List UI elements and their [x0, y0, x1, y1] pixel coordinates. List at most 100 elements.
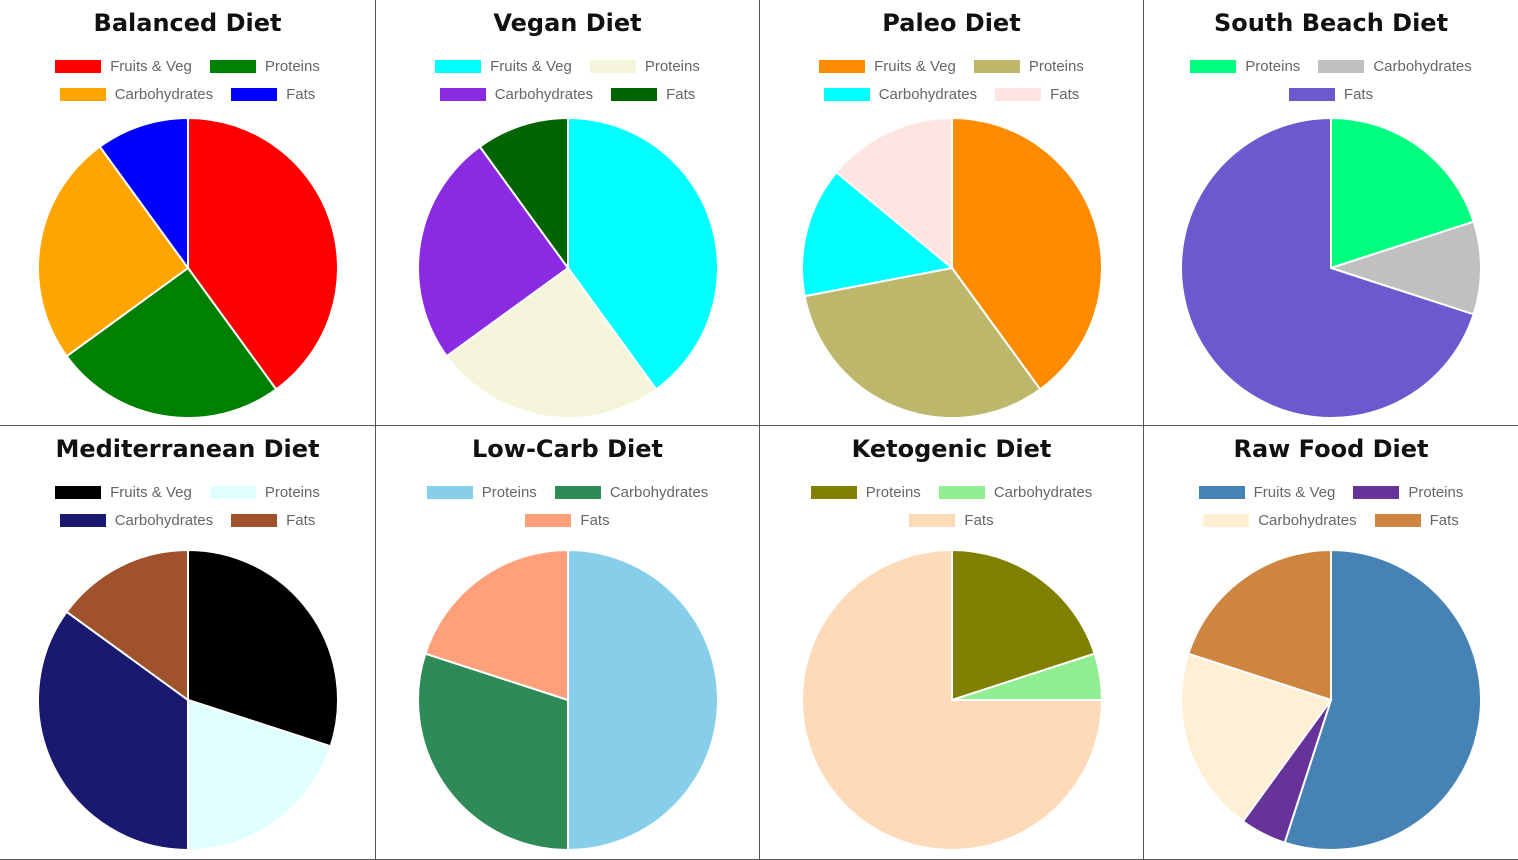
- pie-chart: [417, 548, 719, 852]
- legend-swatch: [554, 485, 601, 499]
- pie-chart: [37, 116, 339, 419]
- legend-label: Fats: [1343, 85, 1374, 103]
- legend-item-proteins[interactable]: Proteins: [589, 56, 700, 76]
- pie-chart: [37, 548, 339, 852]
- legend-label: Fats: [286, 511, 316, 529]
- pie-slice-carbohydrates[interactable]: [1180, 652, 1333, 823]
- pie-slice-fats[interactable]: [98, 116, 189, 272]
- legend-label: Fruits & Veg: [110, 57, 192, 75]
- chart-title: Mediterranean Diet: [55, 435, 320, 463]
- pie-slice-fats[interactable]: [1180, 116, 1475, 419]
- legend-swatch: [209, 485, 256, 499]
- pie-slice-proteins[interactable]: [187, 698, 332, 852]
- chart-title: Paleo Diet: [882, 9, 1021, 37]
- chart-panel-mediterranean-diet: Mediterranean Diet Fruits & Veg Proteins Ca…: [0, 426, 376, 860]
- pie-slice-fruits-and-veg[interactable]: [187, 548, 339, 748]
- legend-item-fats[interactable]: Fats: [231, 84, 315, 104]
- chart-panel-vegan-diet: Vegan Diet Fruits & Veg Proteins Carbohydra…: [376, 0, 760, 426]
- pie-slice-proteins[interactable]: [567, 548, 719, 852]
- pie-slice-fruits-and-veg[interactable]: [1283, 548, 1482, 851]
- pie-chart: [1180, 548, 1482, 851]
- pie-slice-proteins[interactable]: [1330, 116, 1475, 270]
- chart-panel-ketogenic-diet: Ketogenic Diet Proteins Carbohydrates Fats: [760, 426, 1144, 860]
- legend-item-carbohydrates[interactable]: Carbohydrates: [1203, 510, 1357, 530]
- legend-item-proteins[interactable]: Proteins: [426, 482, 537, 502]
- legend-item-proteins[interactable]: Proteins: [973, 56, 1084, 76]
- pie-slice-fruits-and-veg[interactable]: [187, 116, 339, 391]
- legend-item-carbohydrates[interactable]: Carbohydrates: [554, 482, 708, 502]
- pie-slice-fats[interactable]: [835, 116, 953, 271]
- chart-legend: Fruits & Veg Proteins Carbohydrates Fats: [768, 56, 1135, 104]
- pie-chart: [1180, 116, 1483, 419]
- legend-label: Fruits & Veg: [110, 483, 192, 501]
- chart-legend: Proteins Carbohydrates Fats: [768, 482, 1135, 530]
- legend-item-fats[interactable]: Fats: [525, 510, 610, 530]
- chart-legend: Fruits & Veg Proteins Carbohydrates Fats: [8, 482, 367, 530]
- pie-slice-fats[interactable]: [424, 548, 569, 702]
- legend-item-proteins[interactable]: Proteins: [1353, 482, 1463, 502]
- legend-item-proteins[interactable]: Proteins: [209, 56, 320, 76]
- legend-item-fats[interactable]: Fats: [995, 84, 1079, 104]
- pie-slice-carbohydrates[interactable]: [801, 170, 955, 298]
- legend-swatch: [426, 485, 473, 499]
- legend-swatch: [1318, 59, 1365, 73]
- chart-legend: Fruits & Veg Proteins Carbohydrates Fats: [384, 56, 751, 104]
- legend-swatch: [231, 87, 278, 101]
- legend-item-fats[interactable]: Fats: [909, 510, 994, 530]
- legend-label: Proteins: [264, 57, 320, 75]
- legend-item-proteins[interactable]: Proteins: [810, 482, 921, 502]
- legend-swatch: [1288, 87, 1335, 101]
- legend-label: Carbohydrates: [114, 85, 214, 103]
- legend-swatch: [525, 513, 572, 527]
- pie-slice-fats[interactable]: [801, 548, 1104, 851]
- legend-item-carbohydrates[interactable]: Carbohydrates: [439, 84, 593, 104]
- pie-slice-fruits-and-veg[interactable]: [951, 116, 1103, 391]
- pie-slice-carbohydrates[interactable]: [417, 652, 569, 852]
- legend-swatch: [611, 87, 658, 101]
- legend-item-carbohydrates[interactable]: Carbohydrates: [59, 84, 214, 104]
- pie-slice-fats[interactable]: [478, 116, 569, 272]
- legend-item-fats[interactable]: Fats: [1374, 510, 1459, 530]
- pie-slice-proteins[interactable]: [951, 548, 1096, 702]
- legend-item-fats[interactable]: Fats: [611, 84, 695, 104]
- legend-item-fruits-and-veg[interactable]: Fruits & Veg: [1198, 482, 1335, 502]
- legend-label: Proteins: [644, 57, 700, 75]
- chart-title: Ketogenic Diet: [851, 435, 1052, 463]
- legend-swatch: [973, 59, 1020, 73]
- legend-item-carbohydrates[interactable]: Carbohydrates: [1318, 56, 1472, 76]
- legend-swatch: [439, 87, 486, 101]
- pie-slice-fats[interactable]: [65, 548, 189, 702]
- legend-item-carbohydrates[interactable]: Carbohydrates: [59, 510, 213, 530]
- legend-item-proteins[interactable]: Proteins: [209, 482, 320, 502]
- legend-label: Carbohydrates: [1258, 511, 1357, 529]
- legend-swatch: [819, 59, 866, 73]
- chart-panel-low-carb-diet: Low-Carb Diet Proteins Carbohydrates Fats: [376, 426, 760, 860]
- legend-swatch: [55, 485, 102, 499]
- legend-item-proteins[interactable]: Proteins: [1190, 56, 1300, 76]
- legend-item-carbohydrates[interactable]: Carbohydrates: [823, 84, 977, 104]
- pie-chart: [801, 116, 1103, 419]
- legend-item-fruits-and-veg[interactable]: Fruits & Veg: [819, 56, 956, 76]
- pie-slice-proteins[interactable]: [65, 266, 278, 419]
- pie-slice-proteins[interactable]: [445, 266, 658, 419]
- pie-slice-carbohydrates[interactable]: [417, 145, 570, 358]
- legend-item-fruits-and-veg[interactable]: Fruits & Veg: [55, 482, 192, 502]
- legend-label: Proteins: [1028, 57, 1084, 75]
- legend-item-carbohydrates[interactable]: Carbohydrates: [938, 482, 1092, 502]
- legend-item-fats[interactable]: Fats: [231, 510, 315, 530]
- pie-slice-fruits-and-veg[interactable]: [567, 116, 719, 391]
- chart-panel-raw-food-diet: Raw Food Diet Fruits & Veg Proteins Carbohy…: [1144, 426, 1518, 860]
- legend-swatch: [209, 59, 256, 73]
- pie-slice-proteins[interactable]: [803, 266, 1042, 419]
- chart-title: Low-Carb Diet: [472, 435, 663, 463]
- legend-item-fruits-and-veg[interactable]: Fruits & Veg: [55, 56, 192, 76]
- pie-slice-carbohydrates[interactable]: [37, 145, 190, 358]
- legend-label: Proteins: [1245, 57, 1301, 75]
- legend-item-fats[interactable]: Fats: [1288, 84, 1374, 104]
- pie-slice-carbohydrates[interactable]: [37, 610, 189, 852]
- pie-slice-fats[interactable]: [1187, 548, 1332, 702]
- legend-label: Fats: [1050, 85, 1080, 103]
- legend-item-fruits-and-veg[interactable]: Fruits & Veg: [435, 56, 572, 76]
- legend-swatch: [435, 59, 482, 73]
- pie-slice-carbohydrates[interactable]: [1327, 220, 1483, 316]
